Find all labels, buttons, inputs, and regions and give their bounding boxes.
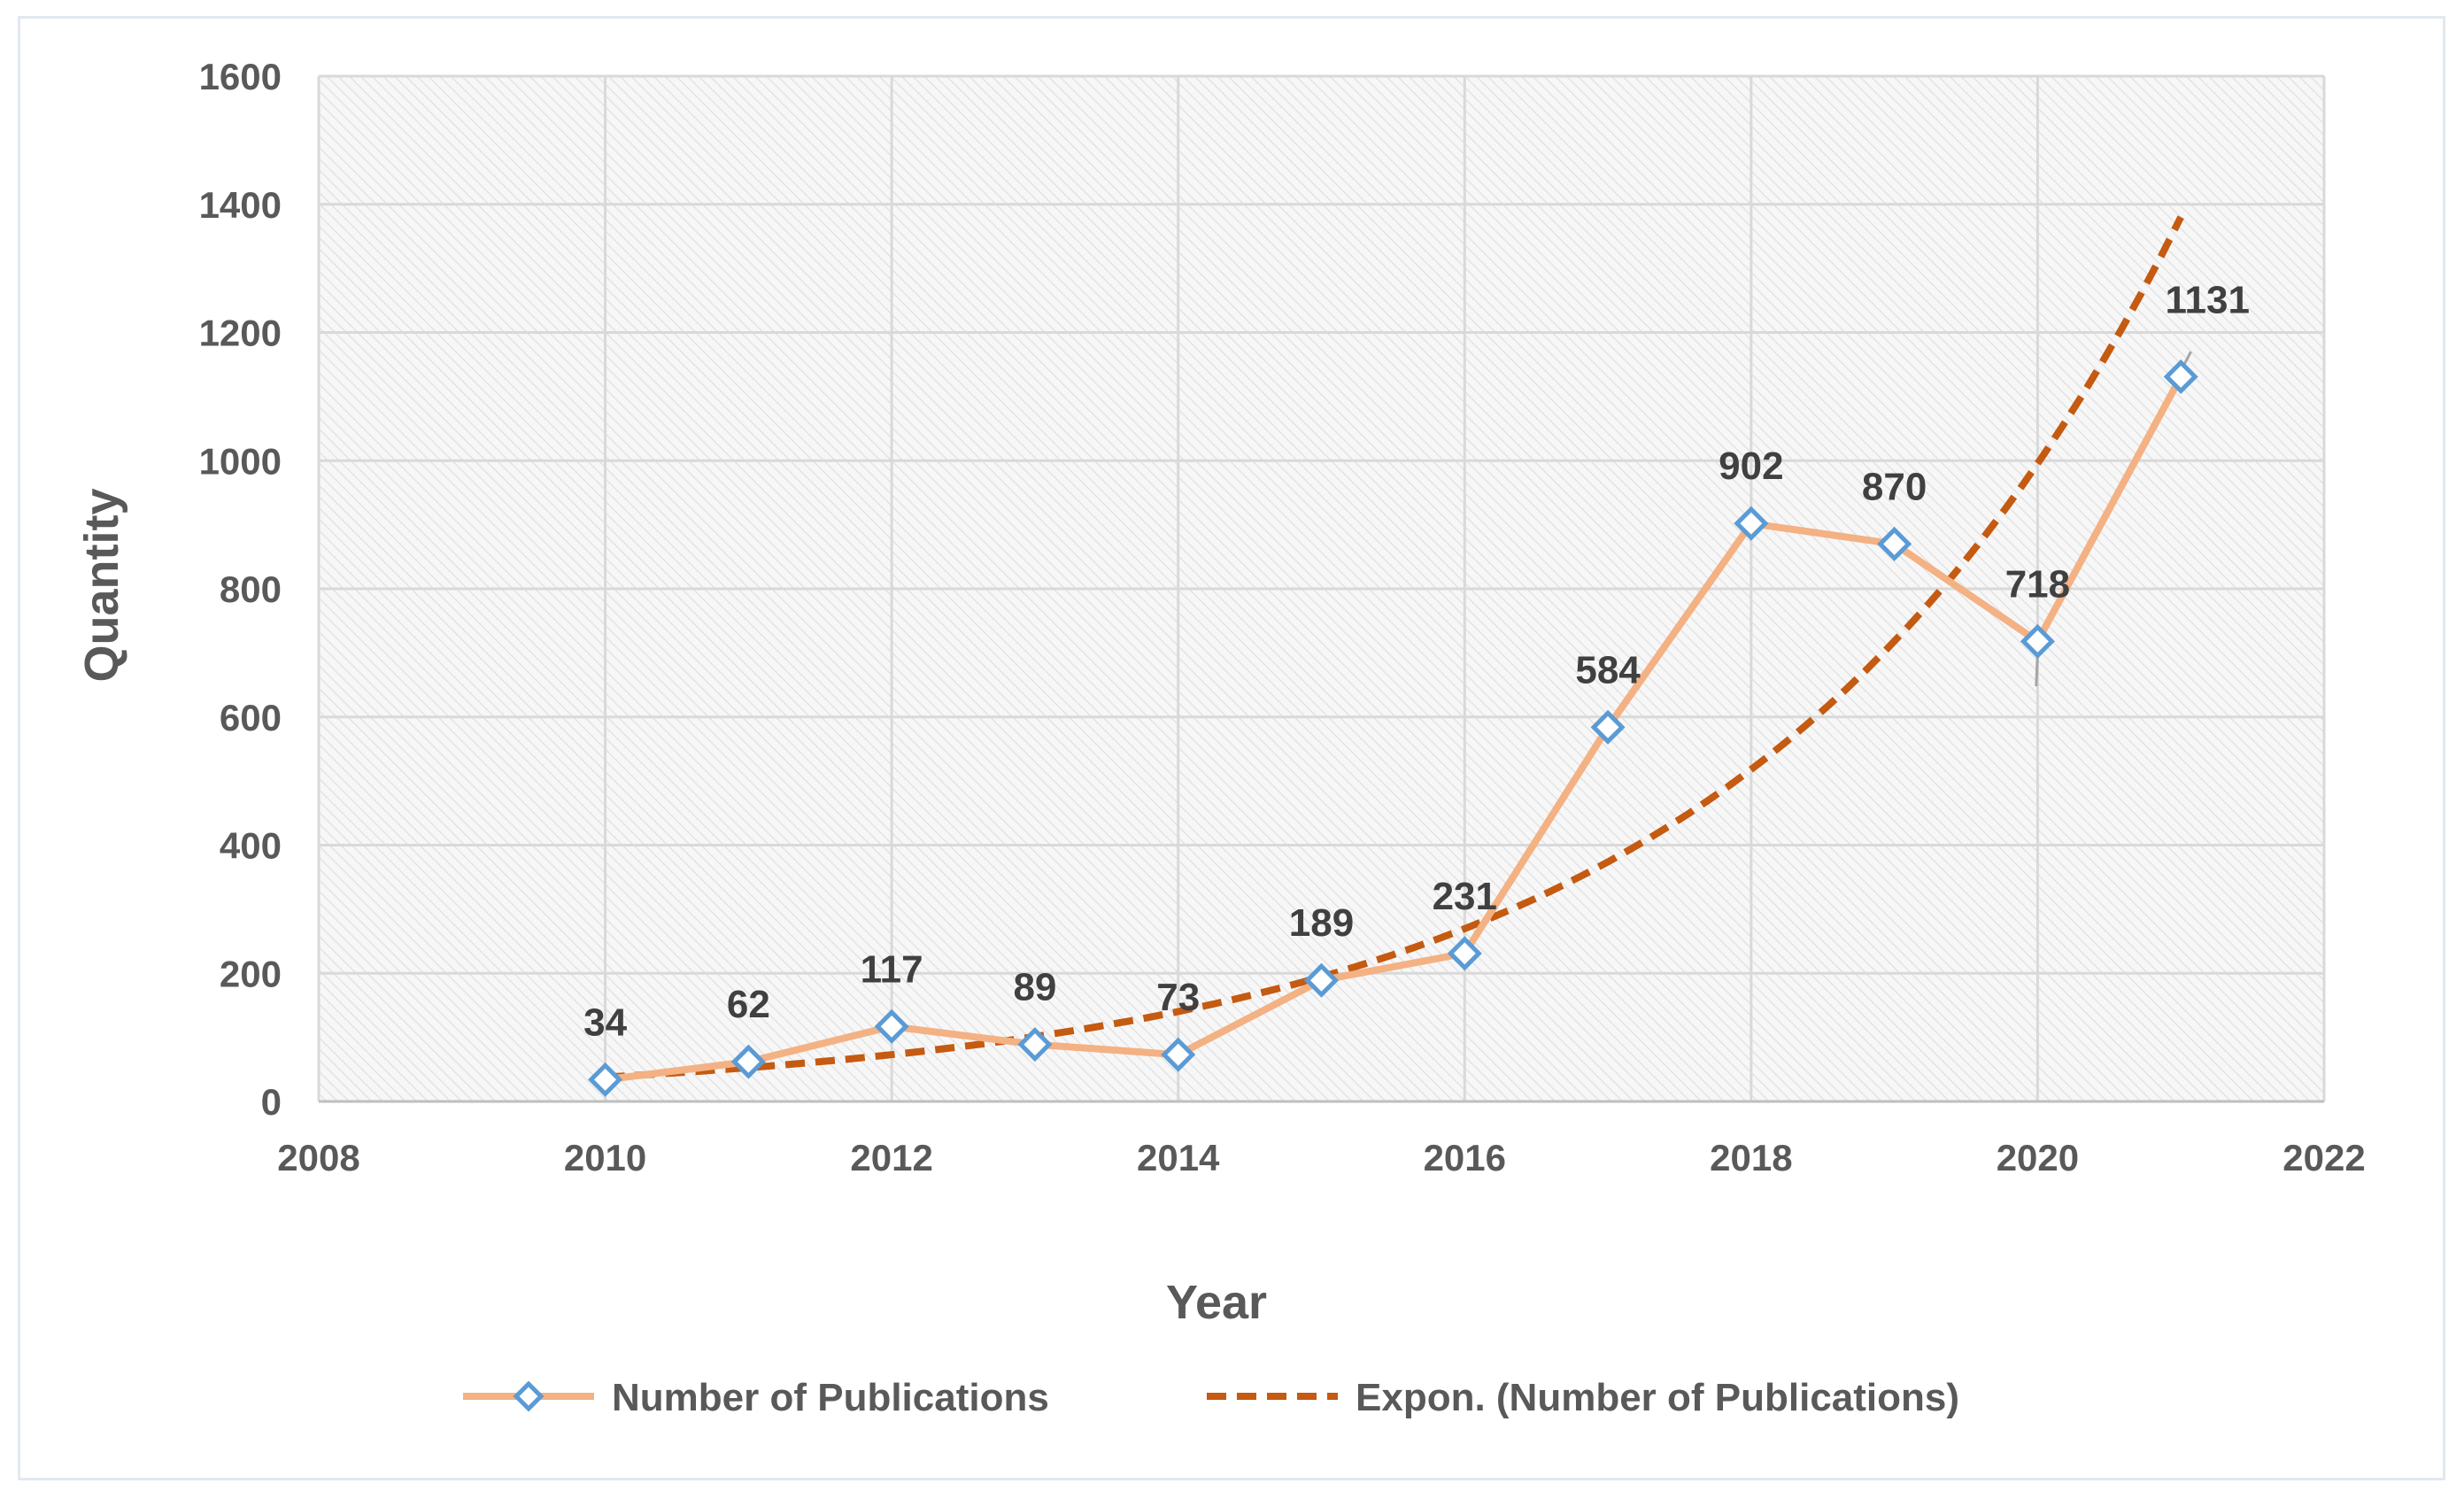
data-label: 902 [1719,444,1783,488]
data-point-marker [1877,526,1912,561]
trendline-layer [605,215,2184,1081]
data-label: 62 [727,983,770,1026]
axes: 0 200 400 600 800 1000 1200 1400 1600 2008 2010 201… [199,56,2366,1178]
data-point-marker [1017,1027,1053,1062]
data-point-marker [730,1044,766,1079]
y-tick-label: 600 [220,697,282,738]
data-point-marker [2020,623,2055,659]
y-tick-label: 400 [220,825,282,867]
x-axis-title: Year [1166,1276,1267,1329]
y-tick-label: 1000 [199,440,282,482]
x-tick-label: 2022 [2282,1137,2365,1178]
y-axis-title: Quantity [75,488,128,682]
line-chart: 0 200 400 600 800 1000 1200 1400 1600 2008 2010 201… [75,56,2366,1419]
trendline-exponential [605,215,2184,1081]
series-line-publications [605,375,2184,1084]
data-point-marker [874,1008,909,1044]
legend: Number of Publications Expon. (Number of… [463,1376,1959,1419]
y-tick-label: 800 [220,568,282,610]
data-label: 189 [1289,901,1354,945]
x-tick-label: 2008 [277,1137,359,1178]
data-labels: 34 62 117 89 73 189 231 584 902 870 718 1131 [583,278,2250,1044]
y-tick-label: 1200 [199,313,282,354]
x-tick-label: 2018 [1710,1137,1792,1178]
x-tick-label: 2012 [850,1137,932,1178]
data-label: 718 [2005,562,2070,606]
legend-item-trendline[interactable]: Expon. (Number of Publications) [1207,1376,1959,1419]
y-tick-label: 1600 [199,56,282,97]
y-tick-label: 1400 [199,184,282,226]
y-tick-label: 0 [261,1081,282,1123]
legend-diamond-marker [513,1380,545,1412]
legend-label-publications: Number of Publications [612,1376,1049,1419]
x-tick-label: 2020 [1997,1137,2079,1178]
data-label: 1131 [2165,278,2249,321]
data-point-marker [1734,506,1769,541]
x-tick-label: 2014 [1137,1137,1220,1178]
data-point-marker [1303,962,1340,998]
data-label: 870 [1862,465,1927,508]
chart-container: 0 200 400 600 800 1000 1200 1400 1600 2008 2010 201… [18,16,2445,1480]
data-label: 34 [583,1001,627,1044]
data-label: 73 [1156,976,1200,1019]
data-point-marker [1447,936,1482,971]
data-point-marker [2163,359,2198,394]
data-label: 584 [1575,648,1641,692]
data-label: 117 [861,947,923,991]
y-tick-label: 200 [220,953,282,994]
data-label: 231 [1433,875,1497,918]
data-point-marker [588,1062,623,1097]
x-tick-label: 2016 [1424,1137,1506,1178]
data-point-marker [1590,709,1626,745]
legend-label-trendline: Expon. (Number of Publications) [1356,1376,1959,1419]
data-label: 89 [1013,966,1056,1009]
x-tick-label: 2010 [564,1137,646,1178]
data-point-marker [1161,1037,1196,1072]
label-leader-line [2035,653,2039,687]
legend-item-publications[interactable]: Number of Publications [463,1376,1049,1419]
series-layer [588,351,2198,1097]
